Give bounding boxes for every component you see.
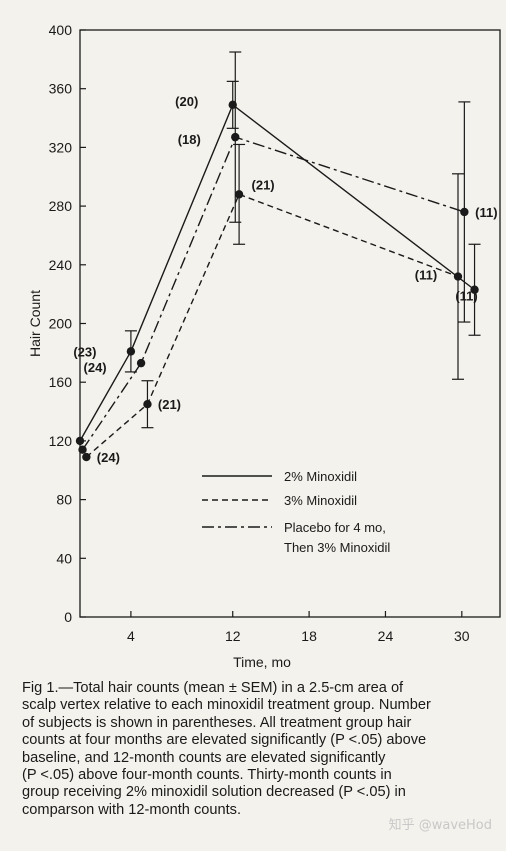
data-point — [460, 207, 469, 217]
chart-legend: 2% Minoxidil 3% Minoxidil Placebo for 4 mo… — [202, 469, 390, 555]
caption-line: group receiving 2% minoxidil solution de… — [22, 784, 406, 801]
y-tick-label: 240 — [49, 257, 73, 273]
data-point — [470, 285, 479, 294]
sample-size-label: (21) — [158, 397, 181, 412]
caption-line: counts at four months are elevated signi… — [22, 732, 427, 749]
watermark-text: 知乎 @waveHod — [388, 818, 492, 833]
legend-label: 2% Minoxidil — [284, 469, 357, 484]
data-point — [82, 452, 91, 462]
x-tick-label: 4 — [127, 628, 135, 644]
data-point — [231, 132, 240, 142]
x-tick-label: 18 — [301, 628, 317, 644]
series-1: (23) (20) (11) — [73, 80, 481, 446]
chart-series: (23) (20) (11) (24) (21) (21) (11) (24) (18) (11) — [73, 51, 498, 465]
sample-size-label: (20) — [175, 94, 198, 109]
caption-line: comparson with 12-month counts. — [22, 801, 242, 818]
data-point — [234, 190, 244, 199]
x-axis-title: Time, mo — [233, 654, 291, 670]
legend-label: 3% Minoxidil — [284, 493, 357, 508]
y-tick-label: 400 — [49, 22, 73, 38]
sample-size-label: (11) — [455, 289, 477, 304]
series-line — [79, 103, 475, 442]
sample-size-label: (11) — [475, 205, 497, 220]
data-point — [136, 358, 146, 368]
sample-size-label: (18) — [178, 132, 201, 147]
y-tick-label: 0 — [64, 609, 72, 625]
legend-label: Then 3% Minoxidil — [284, 540, 390, 555]
legend-label: Placebo for 4 mo, — [284, 520, 386, 535]
sample-size-label: (21) — [252, 177, 275, 192]
figure-caption: Fig 1.—Total hair counts (mean ± SEM) in… — [22, 680, 500, 819]
sample-size-label: (23) — [73, 344, 96, 359]
series-line — [81, 136, 465, 451]
sample-size-label: (24) — [97, 450, 120, 465]
y-tick-label: 280 — [49, 198, 73, 214]
caption-line: Fig 1.—Total hair counts (mean ± SEM) in… — [22, 680, 404, 696]
caption-line: (P <.05) above four-month counts. Thirty… — [22, 767, 392, 784]
y-tick-label: 360 — [49, 81, 73, 97]
y-tick-label: 40 — [56, 550, 72, 566]
data-point — [143, 400, 152, 409]
data-point — [453, 272, 463, 281]
caption-line: scalp vertex relative to each minoxidil … — [22, 697, 431, 714]
x-tick-label: 30 — [454, 628, 470, 644]
y-tick-label: 80 — [56, 492, 72, 508]
data-point — [75, 436, 85, 446]
hair-count-chart: 0 40 80 120 160 200 240 280 320 360 400 4 12 18 24 30 Ti… — [27, 22, 501, 670]
y-tick-label: 200 — [49, 316, 73, 332]
series-2: (24) (21) (21) (11) — [82, 143, 464, 465]
series-line — [85, 193, 459, 458]
y-tick-label: 120 — [49, 433, 73, 449]
x-tick-label: 24 — [378, 628, 394, 644]
sample-size-label: (11) — [415, 268, 437, 283]
data-point — [78, 445, 87, 454]
y-tick-label: 160 — [49, 374, 73, 390]
y-tick-label: 320 — [49, 139, 73, 155]
sample-size-label: (24) — [84, 360, 107, 375]
caption-line: of subjects is shown in parentheses. All… — [22, 714, 412, 731]
series-3: (24) (18) (11) — [78, 51, 498, 454]
y-axis-title: Hair Count — [27, 290, 43, 357]
x-tick-label: 12 — [225, 628, 241, 644]
chart-axes: 0 40 80 120 160 200 240 280 320 360 400 4 12 18 24 30 Ti… — [27, 22, 501, 670]
caption-line: baseline, and 12-month counts are elevat… — [22, 749, 386, 766]
data-point — [126, 347, 136, 356]
